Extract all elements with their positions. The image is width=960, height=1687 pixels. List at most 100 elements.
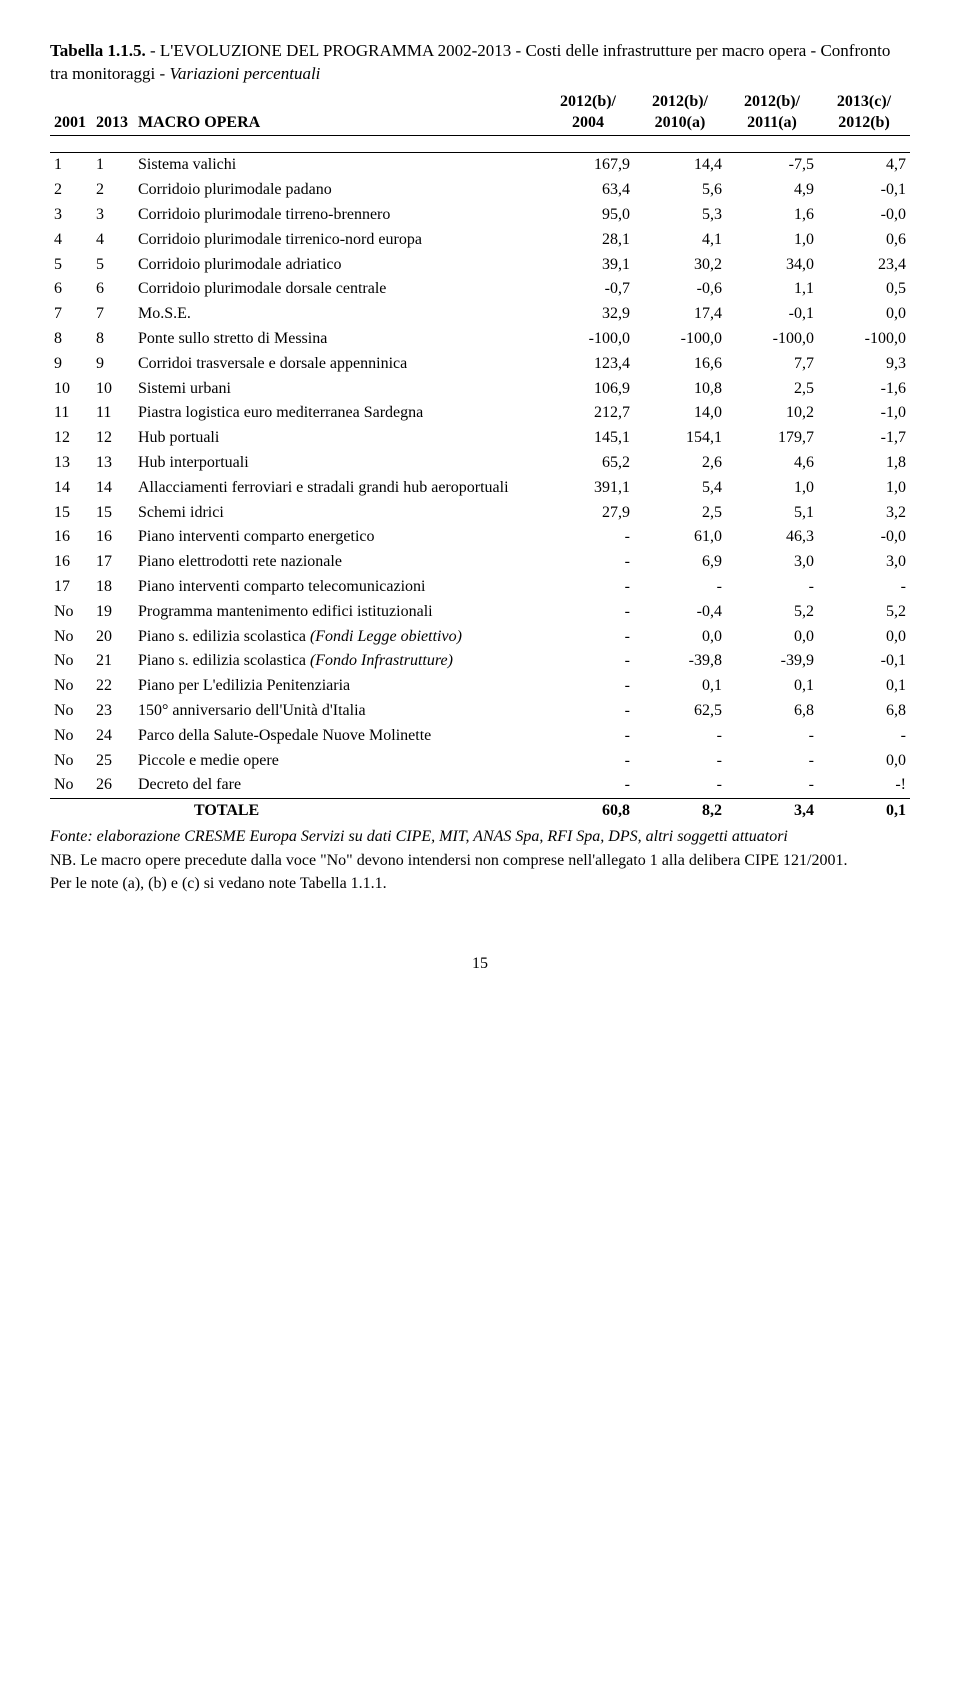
- cell-label: Corridoio plurimodale tirrenico-nord eur…: [134, 228, 542, 253]
- cell-v4: 1,8: [818, 451, 910, 476]
- cell-v4: -1,7: [818, 426, 910, 451]
- cell-2001: No: [50, 749, 92, 774]
- cell-label: Piano s. edilizia scolastica (Fondi Legg…: [134, 625, 542, 650]
- table-row: 55Corridoio plurimodale adriatico39,130,…: [50, 253, 910, 278]
- cell-2001: No: [50, 674, 92, 699]
- cell-2013: 12: [92, 426, 134, 451]
- col-2012b-2010a: 2012(b)/ 2010(a): [634, 90, 726, 136]
- cell-v2: 30,2: [634, 253, 726, 278]
- cell-label: Programma mantenimento edifici istituzio…: [134, 600, 542, 625]
- cell-label: Piano s. edilizia scolastica (Fondo Infr…: [134, 649, 542, 674]
- cell-label: Piano elettrodotti rete nazionale: [134, 550, 542, 575]
- cell-v4: 0,0: [818, 625, 910, 650]
- col-2012b-2011a: 2012(b)/ 2011(a): [726, 90, 818, 136]
- cell-v1: 391,1: [542, 476, 634, 501]
- cell-v3: 46,3: [726, 525, 818, 550]
- cell-v1: 167,9: [542, 153, 634, 178]
- cell-2001: 3: [50, 203, 92, 228]
- cell-label: Ponte sullo stretto di Messina: [134, 327, 542, 352]
- cell-v1: -100,0: [542, 327, 634, 352]
- cell-2001: 15: [50, 501, 92, 526]
- cell-label: Decreto del fare: [134, 773, 542, 798]
- table-row: No24Parco della Salute-Ospedale Nuove Mo…: [50, 724, 910, 749]
- cell-v1: -: [542, 649, 634, 674]
- cell-2013: 11: [92, 401, 134, 426]
- cell-2013: 6: [92, 277, 134, 302]
- cell-2001: 10: [50, 377, 92, 402]
- cell-v1: 32,9: [542, 302, 634, 327]
- cell-v2: 16,6: [634, 352, 726, 377]
- cell-v3: 1,0: [726, 476, 818, 501]
- total-row: TOTALE60,88,23,40,1: [50, 799, 910, 824]
- cell-2001: 4: [50, 228, 92, 253]
- cell-2013: 5: [92, 253, 134, 278]
- cell-2001: 14: [50, 476, 92, 501]
- cell-2001: 12: [50, 426, 92, 451]
- cell-v3: -100,0: [726, 327, 818, 352]
- col-2001: 2001: [50, 90, 92, 136]
- cell-v2: -: [634, 724, 726, 749]
- cell-label: Corridoi trasversale e dorsale appennini…: [134, 352, 542, 377]
- cell-v4: 0,5: [818, 277, 910, 302]
- cell-2013: 22: [92, 674, 134, 699]
- cell-v3: 34,0: [726, 253, 818, 278]
- cell-label: Mo.S.E.: [134, 302, 542, 327]
- cell-v3: 0,1: [726, 674, 818, 699]
- cell-v2: 10,8: [634, 377, 726, 402]
- cell-label: Piano interventi comparto energetico: [134, 525, 542, 550]
- cell-v2: -: [634, 773, 726, 798]
- table-row: No20Piano s. edilizia scolastica (Fondi …: [50, 625, 910, 650]
- cell-v4: -!: [818, 773, 910, 798]
- cell-2013: 9: [92, 352, 134, 377]
- table-row: No26Decreto del fare----!: [50, 773, 910, 798]
- cell-v2: -0,6: [634, 277, 726, 302]
- cell-2013: 25: [92, 749, 134, 774]
- cell-2001: No: [50, 600, 92, 625]
- cell-v2: -39,8: [634, 649, 726, 674]
- table-row: 1718Piano interventi comparto telecomuni…: [50, 575, 910, 600]
- cell-2001: No: [50, 724, 92, 749]
- cell-v2: 5,6: [634, 178, 726, 203]
- cell-v4: 4,7: [818, 153, 910, 178]
- cell-v2: 5,4: [634, 476, 726, 501]
- cell-2001: No: [50, 649, 92, 674]
- cell-v1: 65,2: [542, 451, 634, 476]
- cell-v2: 17,4: [634, 302, 726, 327]
- cell-v4: 0,6: [818, 228, 910, 253]
- table-row: No25Piccole e medie opere---0,0: [50, 749, 910, 774]
- cell-v1: -: [542, 550, 634, 575]
- cell-2001: 2: [50, 178, 92, 203]
- cell-v2: 4,1: [634, 228, 726, 253]
- cell-v3: 7,7: [726, 352, 818, 377]
- cell-2013: 13: [92, 451, 134, 476]
- cell-v4: -0,1: [818, 178, 910, 203]
- cell-v3: 1,6: [726, 203, 818, 228]
- cell-v3: 3,0: [726, 550, 818, 575]
- cell-v3: 1,0: [726, 228, 818, 253]
- cell-v4: 0,0: [818, 302, 910, 327]
- cell-label: Hub portuali: [134, 426, 542, 451]
- footnote-ref: Per le note (a), (b) e (c) si vedano not…: [50, 873, 910, 895]
- cell-v1: 27,9: [542, 501, 634, 526]
- cell-v1: 63,4: [542, 178, 634, 203]
- cell-v3: 4,6: [726, 451, 818, 476]
- col-2013: 2013: [92, 90, 134, 136]
- cell-v4: 0,0: [818, 749, 910, 774]
- cell-v3: -0,1: [726, 302, 818, 327]
- cell-v3: 2,5: [726, 377, 818, 402]
- cell-2013: 7: [92, 302, 134, 327]
- table-row: 66Corridoio plurimodale dorsale centrale…: [50, 277, 910, 302]
- source-note: Fonte: elaborazione CRESME Europa Serviz…: [50, 826, 910, 848]
- cell-v4: 5,2: [818, 600, 910, 625]
- cell-2001: No: [50, 625, 92, 650]
- cell-v3: 5,2: [726, 600, 818, 625]
- cell-label: Sistemi urbani: [134, 377, 542, 402]
- cell-2013: 21: [92, 649, 134, 674]
- cell-2013: 20: [92, 625, 134, 650]
- cell-v1: -: [542, 749, 634, 774]
- cell-2001: 9: [50, 352, 92, 377]
- cell-label: Piastra logistica euro mediterranea Sard…: [134, 401, 542, 426]
- cell-2013: 23: [92, 699, 134, 724]
- cell-v4: -100,0: [818, 327, 910, 352]
- cell-v1: -: [542, 575, 634, 600]
